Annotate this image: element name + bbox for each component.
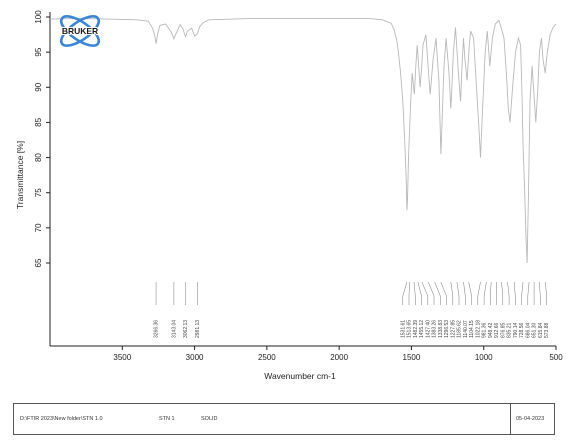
x-axis-title: Wavenumber cm-1	[264, 371, 336, 381]
peak-label: 790.14	[513, 322, 519, 338]
y-axis-title: Transmittance [%]	[15, 141, 25, 209]
peak-leader	[428, 281, 435, 305]
file-path: D:\FTIR 2023\New folder\STN 1.0	[20, 416, 103, 422]
footer-divider	[510, 404, 511, 434]
y-tick-label: 100	[34, 10, 43, 24]
peak-leader	[490, 281, 492, 305]
peak-label: 1427.40	[425, 320, 431, 338]
peak-label: 1296.53	[444, 320, 450, 338]
peak-label: 1104.15	[469, 320, 475, 338]
peak-label: 686.04	[525, 322, 531, 338]
peak-leader	[434, 281, 441, 305]
y-tick-label: 70	[34, 223, 43, 232]
sample-state: SOLID	[201, 416, 218, 422]
peak-leader	[539, 281, 541, 305]
y-tick-label: 75	[34, 188, 43, 197]
peak-label: 1227.85	[450, 320, 456, 338]
x-tick-label: 1500	[403, 353, 421, 362]
peak-leader	[521, 281, 524, 305]
peak-label: 1531.61	[400, 320, 406, 338]
y-tick-label: 90	[34, 82, 43, 91]
peak-leader	[468, 281, 472, 305]
logo-ring-b	[59, 15, 101, 47]
y-tick-label: 80	[34, 153, 43, 162]
x-tick-label: 1000	[475, 353, 493, 362]
peak-leader	[513, 281, 516, 305]
peak-leader	[501, 281, 504, 305]
x-ticks: 3500 3000 2500 2000 1500 1000 500	[113, 346, 563, 362]
peak-leader	[402, 281, 408, 305]
x-tick-label: 3000	[186, 353, 204, 362]
bruker-logo: BRUKER	[59, 15, 101, 47]
spectrum-line	[49, 17, 557, 264]
x-tick-label: 500	[549, 353, 563, 362]
peak-label: 728.56	[519, 322, 525, 338]
peak-label: 981.36	[482, 322, 488, 338]
peak-leader	[413, 281, 416, 305]
peak-label: 876.85	[500, 322, 506, 338]
peak-label: 1513.65	[407, 320, 413, 338]
x-tick-label: 3500	[113, 353, 131, 362]
peak-label: 615.84	[538, 322, 544, 338]
y-ticks: 100 95 90 85 80 75 70 65	[34, 10, 50, 267]
ir-spectrum-chart: Wavenumber cm-1 Transmittance [%] 100 95 9…	[15, 10, 563, 381]
peak-label: 1022.18	[475, 320, 481, 338]
peak-label: 3062.13	[183, 320, 189, 338]
peak-label: 948.42	[488, 322, 494, 338]
peak-leader	[456, 281, 460, 305]
peak-leader	[417, 281, 422, 305]
x-tick-label: 2000	[330, 353, 348, 362]
peak-leader	[440, 281, 447, 305]
peak-leader	[507, 281, 510, 305]
peak-leader	[421, 281, 429, 305]
logo-wordmark: BRUKER	[62, 26, 98, 36]
peak-label: 1482.39	[413, 320, 419, 338]
peak-leader	[450, 281, 454, 305]
x-tick-label: 2500	[258, 353, 276, 362]
peak-label: 1185.62	[457, 320, 463, 338]
sample-name: STN 1	[159, 416, 175, 422]
peak-label: 835.21	[507, 322, 513, 338]
peak-label: 1140.07	[463, 320, 469, 338]
peak-leader	[477, 281, 481, 305]
peak-label: 3143.04	[171, 320, 177, 338]
peak-label: 1455.12	[419, 320, 425, 338]
y-tick-label: 95	[34, 47, 43, 56]
peak-label: 1338.83	[438, 320, 444, 338]
sample-info-footer: D:\FTIR 2023\New folder\STN 1.0 STN 1 SO…	[13, 403, 555, 435]
peak-leader	[463, 281, 466, 305]
peak-label: 651.30	[532, 322, 538, 338]
peak-label: 1383.26	[432, 320, 438, 338]
peak-label: 3266.36	[154, 320, 160, 338]
y-tick-label: 65	[34, 258, 43, 267]
peak-annotations: 3266.36 3143.04 3062.13 2981.13 1531.61 1513.…	[154, 281, 550, 338]
peak-leader	[527, 281, 530, 305]
y-tick-label: 85	[34, 117, 43, 126]
peak-leader	[408, 281, 410, 305]
peak-label: 2981.13	[195, 320, 201, 338]
peak-label: 573.88	[544, 322, 550, 338]
measurement-date: 05-04-2023	[516, 416, 545, 422]
peak-label: 912.66	[494, 322, 500, 338]
peak-leader	[483, 281, 487, 305]
peak-leader	[545, 281, 547, 305]
